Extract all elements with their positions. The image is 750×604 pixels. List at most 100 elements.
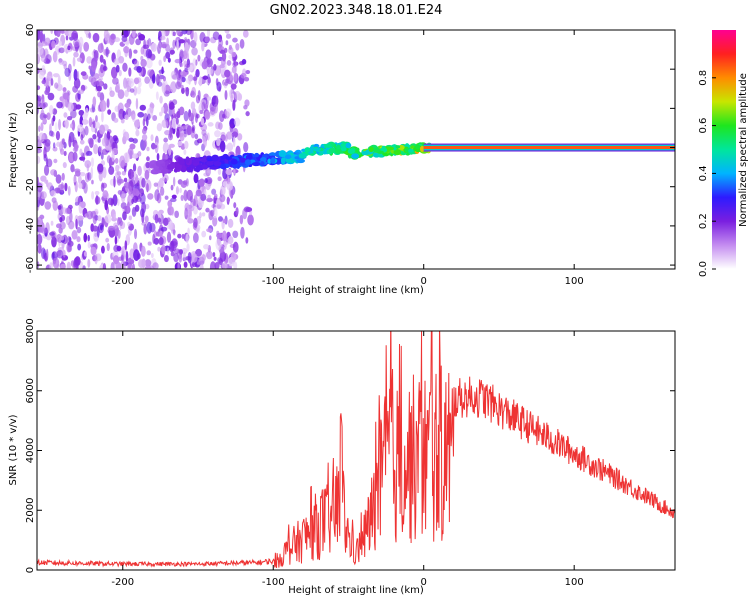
spectrogram-noise-blob xyxy=(161,244,166,255)
spectrogram-noise-blob xyxy=(216,204,222,210)
spectrogram-noise-blob xyxy=(56,141,61,147)
spectrogram-noise-blob xyxy=(167,57,171,63)
spectrogram-noise-blob xyxy=(172,107,175,116)
spectrogram-noise-blob xyxy=(104,199,109,211)
spectrogram-noise-blob xyxy=(108,225,115,231)
spectrogram-noise-blob xyxy=(60,30,65,34)
spectrogram-noise-blob xyxy=(136,86,142,95)
spectrogram-noise-blob xyxy=(98,145,103,153)
spectrogram-noise-blob xyxy=(66,115,73,121)
y-tick-label: 8000 xyxy=(25,318,36,343)
spectrogram-noise-blob xyxy=(74,256,81,267)
spectrogram-noise-blob xyxy=(128,185,132,195)
spectrogram-noise-blob xyxy=(134,119,141,128)
spectrogram-noise-blob xyxy=(197,54,201,62)
spectrogram-noise-blob xyxy=(197,89,201,101)
spectrogram-noise-blob xyxy=(211,188,217,195)
spectrogram-noise-blob xyxy=(116,171,122,176)
spectrogram-noise-blob xyxy=(186,125,192,136)
spectrogram-noise-blob xyxy=(182,71,187,77)
spectrogram-noise-blob xyxy=(158,177,164,189)
chart-title: GN02.2023.348.18.01.E24 xyxy=(270,3,443,18)
spectrogram-noise-blob xyxy=(113,222,118,229)
spectrogram-noise-blob xyxy=(176,30,181,36)
spectrogram-noise-blob xyxy=(57,74,61,87)
chirp-blob xyxy=(395,145,401,149)
spectrogram-noise-blob xyxy=(143,223,148,235)
spectrogram-noise-blob xyxy=(133,249,140,261)
spectrogram-noise-blob xyxy=(209,235,212,241)
spectrogram-noise-blob xyxy=(51,197,57,204)
spectrogram-noise-blob xyxy=(133,49,138,54)
spectrogram-noise-blob xyxy=(123,46,130,54)
chirp-blob xyxy=(254,152,260,158)
spectrogram-noise-blob xyxy=(37,85,41,91)
spectrogram-noise-blob xyxy=(150,134,154,142)
spectrogram-noise-blob xyxy=(64,207,71,215)
spectrogram-noise-blob xyxy=(154,189,160,202)
spectrogram-noise-blob xyxy=(193,173,199,184)
spectrogram-noise-blob xyxy=(38,132,45,143)
spectrogram-noise-blob xyxy=(219,203,226,210)
spectrogram-noise-blob xyxy=(77,243,82,251)
spectrogram-noise-blob xyxy=(217,176,222,182)
spectrogram-noise-blob xyxy=(73,51,79,58)
snr-background xyxy=(37,331,675,570)
spectrogram-noise-blob xyxy=(217,168,222,176)
spectrogram-ticks: -200 -100 0 100 60 40 20 0 -20 -40 -60 xyxy=(25,24,675,287)
spectrogram-noise-blob xyxy=(91,61,97,71)
spectrogram-noise-blob xyxy=(179,62,183,68)
spectrogram-noise-blob xyxy=(76,236,81,243)
spectrogram-noise-blob xyxy=(201,101,206,111)
spectrogram-noise-blob xyxy=(161,119,169,129)
spectrogram-noise-blob xyxy=(175,117,179,125)
spectrogram-noise-blob xyxy=(124,114,129,120)
x-tick-label: 0 xyxy=(421,577,427,588)
snr-data xyxy=(37,331,675,569)
spectrogram-noise-blob xyxy=(69,123,73,129)
spectrogram-noise-blob xyxy=(118,69,122,77)
spectrogram-noise-blob xyxy=(156,123,163,132)
spectrogram-noise-blob xyxy=(232,241,239,253)
spectrogram-noise-blob xyxy=(177,108,181,115)
spectrogram-noise-blob xyxy=(131,206,137,217)
spectrogram-noise-blob xyxy=(93,144,99,155)
colorbar-tick-label: 0.4 xyxy=(698,165,709,181)
spectrogram-noise-blob xyxy=(123,30,129,38)
spectrogram-noise-blob xyxy=(187,252,192,264)
x-tick-label: 100 xyxy=(565,577,584,588)
spectrogram-noise-blob xyxy=(216,230,220,236)
spectrogram-noise-blob xyxy=(72,151,78,162)
colorbar-label: Normalized spectral amplitude xyxy=(738,73,749,227)
spectrogram-noise-blob xyxy=(147,193,154,200)
spectrogram-noise-blob xyxy=(170,81,177,93)
spectrogram-noise-blob xyxy=(228,74,234,85)
spectrogram-noise-blob xyxy=(195,69,200,78)
spectrogram-noise-blob xyxy=(119,155,126,168)
spectrogram-noise-blob xyxy=(79,171,86,177)
spectrogram-noise-blob xyxy=(181,125,188,130)
spectrogram-noise-blob xyxy=(46,158,53,168)
spectrogram-noise-blob xyxy=(59,216,63,223)
spectrogram-noise-blob xyxy=(161,106,165,114)
spectrogram-noise-blob xyxy=(226,59,232,66)
chirp-blob xyxy=(294,156,300,160)
spectrogram-noise-blob xyxy=(223,47,228,54)
spectrogram-noise-blob xyxy=(42,102,48,108)
spectrogram-noise-blob xyxy=(206,57,213,68)
spectrogram-noise-blob xyxy=(218,110,225,123)
spectrogram-noise-blob xyxy=(218,38,224,48)
spectrogram-noise-blob xyxy=(241,58,247,65)
spectrogram-noise-blob xyxy=(50,78,54,86)
spectrogram-noise-blob xyxy=(212,31,220,41)
spectrogram-noise-blob xyxy=(54,187,61,194)
spectrogram-noise-blob xyxy=(115,64,120,73)
chirp-blob xyxy=(334,147,343,155)
spectrogram-noise-blob xyxy=(170,206,175,216)
spectrogram-noise-blob xyxy=(140,59,147,68)
spectrogram-noise-blob xyxy=(161,82,167,94)
spectrogram-noise-blob xyxy=(152,262,159,269)
spectrogram-noise-blob xyxy=(152,233,156,244)
spectrogram-noise-blob xyxy=(104,213,112,224)
spectrogram-noise-blob xyxy=(69,211,73,223)
